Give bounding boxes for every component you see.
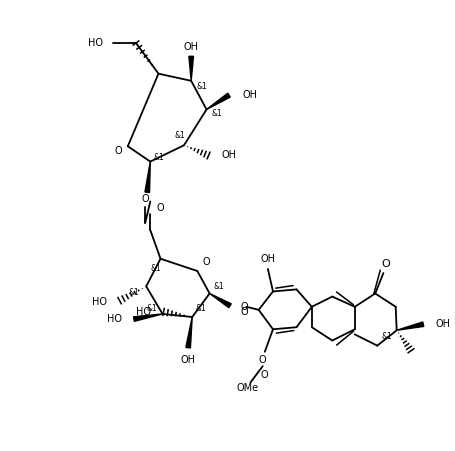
Text: &1: &1 [174,130,185,139]
Polygon shape [396,322,423,330]
Polygon shape [188,56,193,81]
Text: &1: &1 [150,264,161,273]
Polygon shape [206,93,230,110]
Text: OH: OH [222,151,236,161]
Text: HO: HO [136,307,151,317]
Polygon shape [145,161,150,193]
Text: &1: &1 [128,288,139,297]
Text: &1: &1 [211,109,222,118]
Text: &1: &1 [380,332,391,341]
Text: O: O [156,202,164,212]
Text: O: O [258,355,266,365]
Text: OH: OH [180,355,195,365]
Text: OH: OH [260,254,275,264]
Text: O: O [115,147,122,156]
Text: HO: HO [88,38,103,48]
Text: O: O [240,302,248,312]
Polygon shape [186,317,192,348]
Text: &1: &1 [153,153,163,162]
Text: HO: HO [92,297,107,307]
Text: &1: &1 [195,304,205,313]
Text: &1: &1 [147,304,157,313]
Text: OH: OH [435,319,450,329]
Text: &1: &1 [213,282,224,291]
Text: HO: HO [106,314,121,324]
Text: O: O [240,307,248,317]
Text: O: O [260,370,268,380]
Text: OMe: OMe [236,382,258,392]
Polygon shape [209,294,231,308]
Text: O: O [380,259,389,269]
Text: OH: OH [183,42,198,52]
Text: &1: &1 [196,83,206,92]
Polygon shape [133,314,162,321]
Text: O: O [202,257,210,267]
Text: O: O [141,194,149,204]
Text: OH: OH [242,90,257,100]
